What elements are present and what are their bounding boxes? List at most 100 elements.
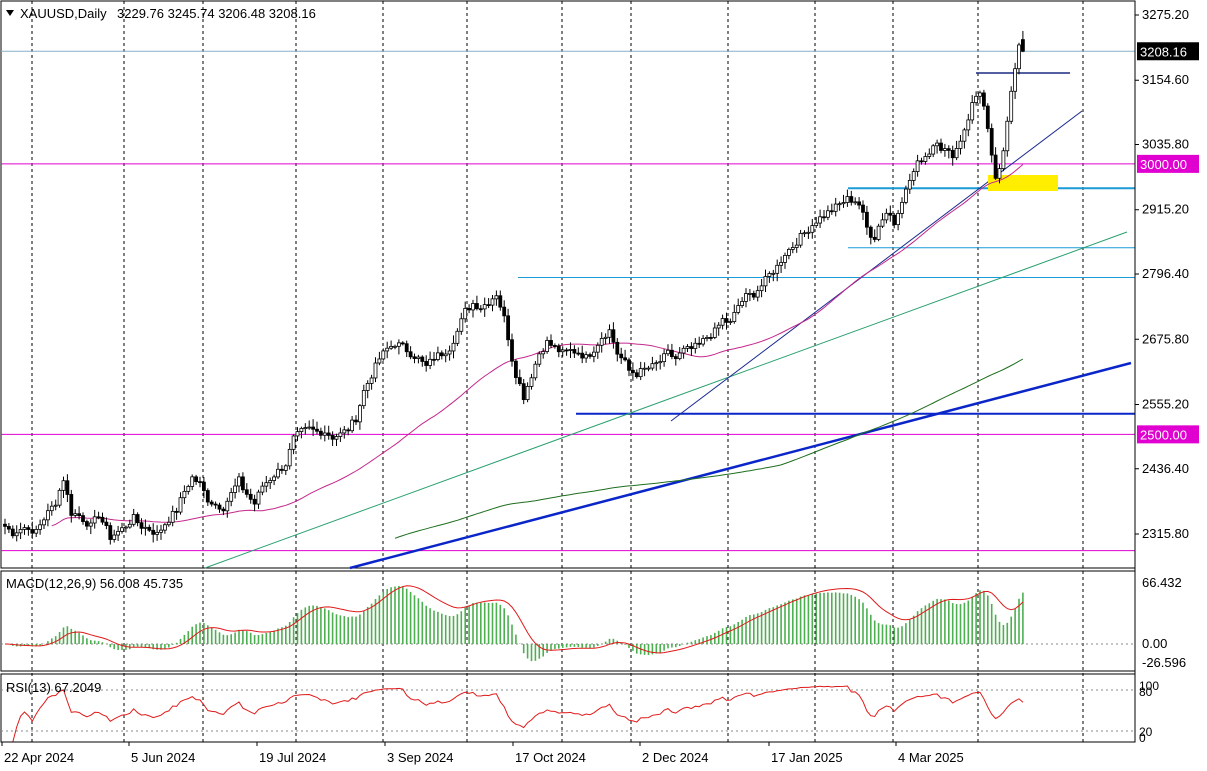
- candle-body: [837, 203, 842, 206]
- candle-body: [14, 532, 19, 537]
- candle-body: [978, 92, 982, 97]
- candle-body: [85, 521, 89, 527]
- candle-body: [974, 95, 978, 104]
- candle-body: [61, 480, 66, 491]
- candle-body: [728, 321, 733, 323]
- rsi-tick-label: 80: [1139, 685, 1153, 699]
- candle-body: [806, 231, 811, 234]
- candle-body: [514, 360, 518, 378]
- candle-body: [447, 350, 452, 355]
- candle-body: [962, 129, 967, 142]
- candle-body: [1001, 150, 1006, 170]
- candle-body: [53, 504, 58, 507]
- candle-body: [755, 290, 760, 298]
- candle-body: [954, 148, 959, 159]
- time-tick-label: 2 Dec 2024: [642, 750, 709, 765]
- candle-body: [471, 303, 475, 311]
- candle-body: [244, 489, 249, 495]
- level-3000-badge: 3000.00: [1140, 157, 1187, 172]
- candle-body: [997, 168, 1002, 179]
- candle-body: [389, 346, 394, 349]
- candle-body: [759, 285, 764, 292]
- candle-body: [198, 481, 202, 484]
- candle-body: [342, 429, 347, 434]
- short-trendline: [670, 110, 1083, 422]
- symbol-dropdown-icon[interactable]: [6, 10, 14, 16]
- price-tick-label: 2436.40: [1142, 461, 1189, 476]
- candle-body: [958, 140, 963, 149]
- trend-lines: [204, 110, 1132, 570]
- candle-body: [658, 361, 663, 364]
- candle-body: [311, 426, 316, 430]
- candle-body: [787, 249, 791, 256]
- candle-body: [709, 337, 713, 339]
- candle-body: [478, 308, 483, 311]
- candle-body: [346, 429, 351, 432]
- price-tick-label: 2555.20: [1142, 396, 1189, 411]
- candle-body: [151, 529, 156, 535]
- macd-indicator: [4, 585, 1024, 662]
- candle-body: [946, 148, 951, 151]
- candle-body: [143, 526, 148, 529]
- candle-body: [237, 476, 241, 487]
- candle-body: [724, 318, 729, 323]
- price-levels: [1, 50, 1135, 552]
- candle-body: [100, 516, 105, 523]
- candle-body: [18, 529, 23, 534]
- candle-body: [385, 347, 390, 352]
- long-trendline: [349, 361, 1132, 570]
- macd-header: MACD(12,26,9) 56.008 45.735: [6, 576, 183, 591]
- candle-body: [689, 346, 694, 349]
- time-tick-label: 17 Jan 2025: [771, 750, 843, 765]
- candle-body: [666, 349, 670, 355]
- candle-body: [377, 358, 382, 364]
- chart-header: XAUUSD,Daily 3229.76 3245.74 3206.48 320…: [6, 6, 316, 21]
- candle-body: [408, 351, 413, 358]
- candle-body: [57, 489, 62, 506]
- candle-body: [229, 492, 234, 502]
- candle-body: [467, 308, 472, 311]
- candle-body: [256, 491, 261, 505]
- candle-body: [365, 383, 370, 391]
- candle-body: [712, 327, 717, 338]
- candle-body: [560, 349, 565, 353]
- candle-body: [868, 226, 873, 238]
- candle-body: [814, 222, 819, 226]
- price-tick-label: 2915.20: [1142, 202, 1189, 217]
- candle-body: [790, 247, 795, 250]
- level-2500-badge-bg: [1137, 425, 1199, 444]
- candle-body: [603, 336, 608, 339]
- candle-body: [369, 377, 374, 384]
- candle-body: [170, 510, 175, 523]
- candle-body: [950, 149, 955, 159]
- candle-body: [849, 196, 854, 203]
- candle-body: [779, 262, 783, 266]
- candle-body: [330, 435, 335, 440]
- candle-body: [26, 527, 31, 530]
- candle-body: [459, 318, 464, 332]
- candle-body: [77, 513, 81, 516]
- candle-body: [283, 465, 288, 471]
- candle-body: [268, 480, 273, 484]
- candle-body: [549, 340, 553, 346]
- candle-body: [525, 385, 530, 401]
- candle-body: [291, 435, 296, 450]
- candle-body: [373, 362, 378, 379]
- level-2500-badge: 2500.00: [1140, 427, 1187, 442]
- time-tick-label: 3 Sep 2024: [387, 750, 454, 765]
- candle-body: [104, 521, 109, 526]
- candle-body: [966, 119, 971, 131]
- candle-body: [451, 342, 456, 352]
- candle-body: [732, 311, 737, 322]
- candle-body: [69, 494, 74, 516]
- candle-body: [166, 521, 171, 526]
- candle-body: [935, 142, 939, 147]
- candle-body: [982, 92, 986, 107]
- candle-body: [381, 350, 386, 360]
- candle-body: [818, 216, 822, 224]
- time-axis: 22 Apr 2024 5 Jun 2024 19 Jul 2024 3 Sep 20…: [1, 741, 1135, 765]
- candle-body: [428, 358, 433, 366]
- candle-body: [361, 390, 366, 407]
- candle-body: [34, 529, 39, 534]
- candle-body: [673, 356, 678, 360]
